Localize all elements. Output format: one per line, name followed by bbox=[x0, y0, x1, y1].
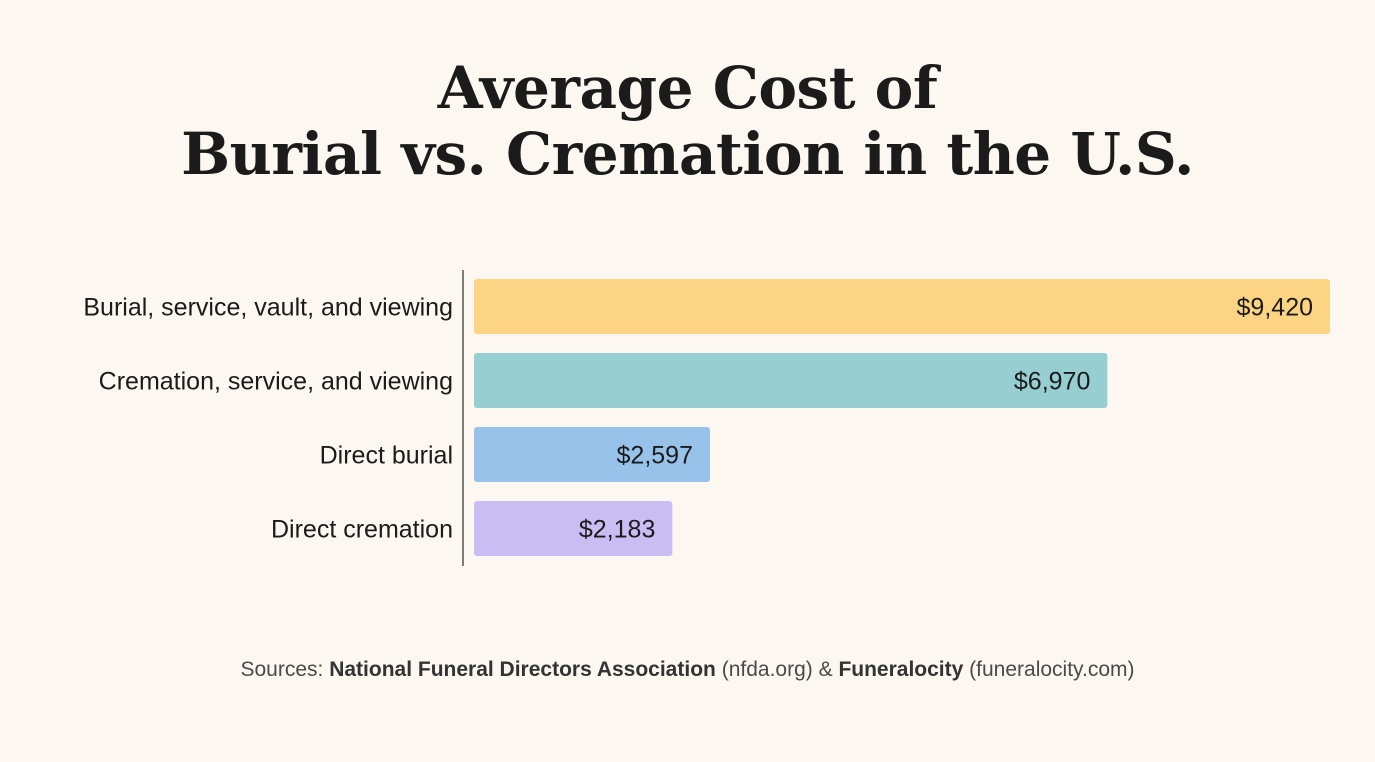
chart-title-line-2: Burial vs. Cremation in the U.S. bbox=[181, 120, 1194, 188]
value-label-4: $2,183 bbox=[579, 516, 655, 544]
bar-2 bbox=[474, 353, 1108, 408]
bar-4 bbox=[474, 501, 673, 556]
bar-3 bbox=[474, 427, 710, 482]
source-2-site: (funeralocity.com) bbox=[969, 658, 1135, 681]
value-label-1: $9,420 bbox=[1237, 294, 1313, 322]
chart-title-line-1: Average Cost of bbox=[437, 54, 938, 122]
category-label-3: Direct burial bbox=[320, 442, 453, 470]
source-1-site: (nfda.org) bbox=[721, 658, 813, 681]
source-1-name: National Funeral Directors Association bbox=[329, 658, 716, 681]
chart-title: Average Cost of Burial vs. Cremation in … bbox=[0, 55, 1375, 187]
value-label-2: $6,970 bbox=[1014, 368, 1090, 396]
value-label-3: $2,597 bbox=[617, 442, 693, 470]
category-label-2: Cremation, service, and viewing bbox=[99, 368, 453, 396]
bar-1 bbox=[474, 279, 1330, 334]
category-label-4: Direct cremation bbox=[271, 516, 453, 544]
sources-prefix: Sources: bbox=[240, 658, 324, 681]
category-label-1: Burial, service, vault, and viewing bbox=[83, 294, 453, 322]
source-2-name: Funeralocity bbox=[838, 658, 964, 681]
sources-joiner: & bbox=[818, 658, 833, 681]
sources-footer: Sources: National Funeral Directors Asso… bbox=[0, 658, 1375, 682]
